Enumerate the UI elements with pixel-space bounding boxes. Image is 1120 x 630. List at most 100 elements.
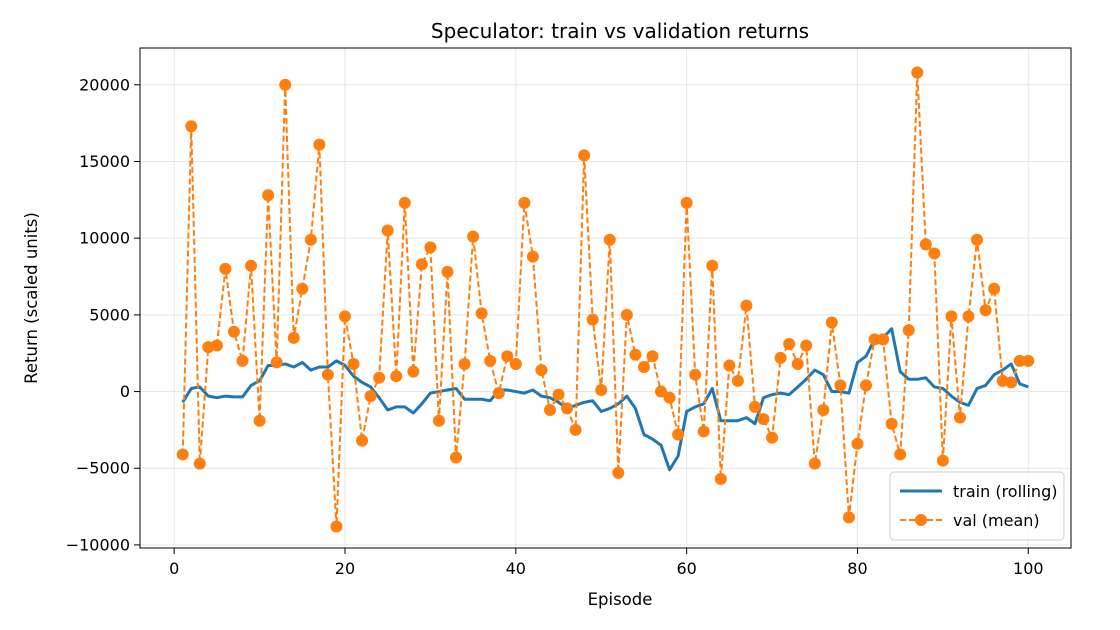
val-point xyxy=(936,454,949,467)
val-point xyxy=(492,387,505,400)
val-point xyxy=(398,196,411,209)
val-point xyxy=(441,265,454,278)
val-point xyxy=(176,448,189,461)
x-axis-title: Episode xyxy=(588,590,653,609)
val-point xyxy=(612,466,625,479)
val-point xyxy=(825,316,838,329)
legend-label-train: train (rolling) xyxy=(953,482,1057,501)
val-point xyxy=(988,282,1001,295)
val-point xyxy=(287,331,300,344)
val-point xyxy=(270,356,283,369)
val-point xyxy=(484,354,497,367)
val-point xyxy=(253,414,266,427)
y-tick-label: 15000 xyxy=(79,152,130,171)
val-point xyxy=(450,451,463,464)
val-point xyxy=(236,354,249,367)
x-tick-label: 20 xyxy=(335,559,355,578)
val-point xyxy=(279,78,292,91)
val-point xyxy=(860,379,873,392)
val-point xyxy=(774,351,787,364)
val-point xyxy=(219,262,232,275)
val-point xyxy=(680,196,693,209)
val-point xyxy=(953,411,966,424)
val-point xyxy=(714,472,727,485)
val-point xyxy=(731,374,744,387)
val-point xyxy=(347,357,360,370)
val-point xyxy=(501,350,514,363)
val-point xyxy=(783,338,796,351)
val-point xyxy=(740,299,753,312)
val-point xyxy=(800,339,813,352)
val-point xyxy=(227,325,240,338)
val-point xyxy=(672,428,685,441)
val-point xyxy=(706,259,719,272)
y-tick-label: 5000 xyxy=(89,305,130,324)
val-point xyxy=(791,357,804,370)
val-point xyxy=(245,259,258,272)
val-point xyxy=(637,361,650,374)
val-point xyxy=(262,189,275,202)
val-point xyxy=(1013,354,1026,367)
val-point xyxy=(338,310,351,323)
val-point xyxy=(885,417,898,430)
val-point xyxy=(1022,354,1035,367)
val-point xyxy=(381,224,394,237)
val-point xyxy=(432,414,445,427)
val-point xyxy=(928,247,941,260)
x-tick-label: 0 xyxy=(169,559,179,578)
val-point xyxy=(655,385,668,398)
val-point xyxy=(842,511,855,524)
x-axis: 0 20 40 60 80 100 xyxy=(169,548,1044,578)
val-point xyxy=(543,403,556,416)
val-point xyxy=(868,333,881,346)
val-point xyxy=(193,457,206,470)
val-point xyxy=(210,339,223,352)
val-point xyxy=(919,238,932,251)
val-point xyxy=(603,233,616,246)
val-point xyxy=(911,66,924,79)
val-point xyxy=(313,138,326,151)
val-point xyxy=(945,310,958,323)
val-point xyxy=(467,230,480,243)
val-point xyxy=(962,310,975,323)
val-point xyxy=(535,364,548,377)
val-point xyxy=(894,448,907,461)
val-point xyxy=(620,308,633,321)
val-point xyxy=(1005,376,1018,389)
chart-title: Speculator: train vs validation returns xyxy=(431,19,809,43)
y-axis: −10000 −5000 0 5000 10000 15000 20000 xyxy=(66,75,140,554)
val-point xyxy=(902,324,915,337)
val-point xyxy=(364,390,377,403)
val-point xyxy=(697,425,710,438)
val-point xyxy=(569,423,582,436)
val-point xyxy=(321,368,334,381)
val-point xyxy=(971,233,984,246)
val-point xyxy=(877,333,890,346)
val-point xyxy=(817,403,830,416)
val-point xyxy=(296,282,309,295)
series-line-0 xyxy=(181,327,1029,472)
val-point xyxy=(851,437,864,450)
val-point xyxy=(808,457,821,470)
val-point xyxy=(723,359,736,372)
val-point xyxy=(458,357,471,370)
val-point xyxy=(518,196,531,209)
val-point xyxy=(757,413,770,426)
val-point xyxy=(304,233,317,246)
val-point xyxy=(552,388,565,401)
x-tick-label: 100 xyxy=(1013,559,1044,578)
legend-box xyxy=(889,471,1065,541)
val-point xyxy=(748,400,761,413)
val-point xyxy=(663,391,676,404)
legend-marker-val xyxy=(915,514,927,526)
x-tick-label: 60 xyxy=(676,559,696,578)
val-point xyxy=(330,520,343,533)
plot-frame xyxy=(139,47,1072,549)
y-tick-label: 10000 xyxy=(79,229,130,248)
val-point xyxy=(509,357,522,370)
val-point xyxy=(475,307,488,320)
val-point xyxy=(689,368,702,381)
val-point xyxy=(373,371,386,384)
val-point xyxy=(595,384,608,397)
